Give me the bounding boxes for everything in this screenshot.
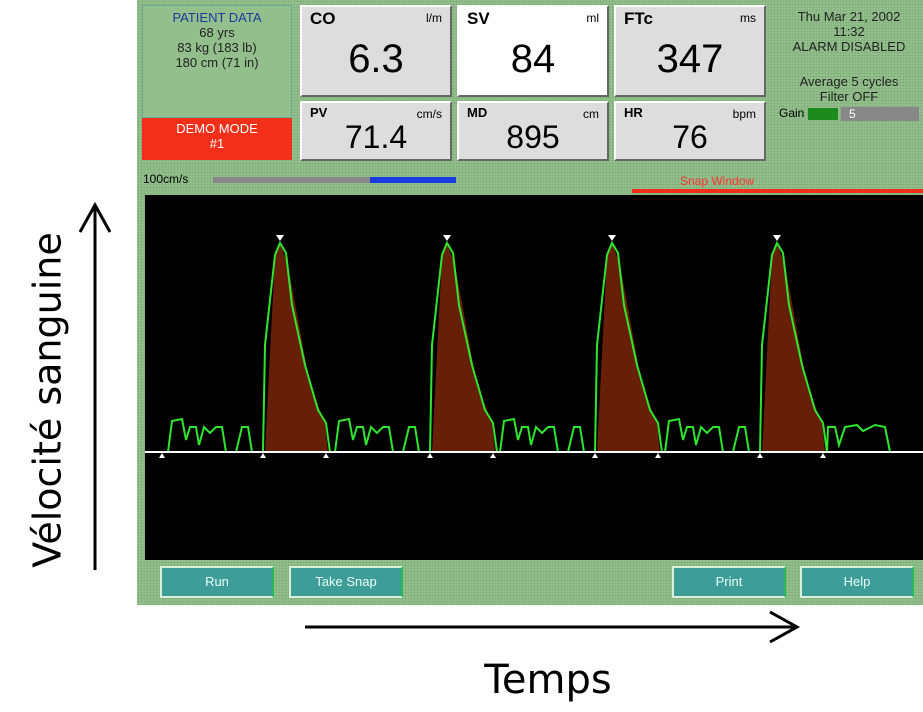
metric-value: 347 — [656, 37, 724, 81]
x-annotation: Temps — [483, 657, 611, 703]
patient-line: 83 kg (183 lb) — [177, 40, 257, 55]
button[interactable]: Print — [672, 566, 786, 598]
metric-value: 71.4 — [344, 119, 408, 155]
envelope-fill — [597, 243, 660, 452]
button[interactable]: Run — [160, 566, 274, 598]
average: Average 5 cycles — [799, 74, 899, 89]
first-marker — [159, 453, 165, 458]
metric-name: PV — [310, 105, 328, 120]
metric-box[interactable]: FTc ms 347 — [614, 5, 766, 97]
metric-unit: cm — [583, 107, 599, 121]
metric-name: HR — [624, 105, 643, 120]
gain-bar — [807, 107, 838, 120]
mode-id: #1 — [209, 136, 225, 151]
metric-box[interactable]: MD cm 895 — [457, 101, 609, 161]
x-arrow-head — [769, 610, 801, 644]
envelope-fill — [265, 243, 328, 452]
metric-unit: cm/s — [416, 107, 442, 121]
metric-name: SV — [467, 9, 490, 28]
filter: Filter OFF — [819, 89, 879, 104]
start-marker — [427, 453, 433, 458]
metric-box[interactable]: PV cm/s 71.4 — [300, 101, 452, 161]
start-marker — [260, 453, 266, 458]
peak-marker — [773, 235, 781, 241]
end-marker — [820, 453, 826, 458]
metric-name: FTc — [624, 9, 653, 28]
date: Thu Mar 21, 2002 — [797, 9, 901, 24]
peak-marker — [443, 235, 451, 241]
alarm: ALARM DISABLED — [792, 39, 906, 54]
gain-value: 5 — [841, 106, 920, 121]
scale-bar-active — [370, 177, 456, 183]
snap-label: Snap Window — [680, 174, 755, 188]
gain: Gain 5 — [779, 106, 923, 121]
metric-value: 76 — [672, 119, 708, 155]
snap-bar — [632, 189, 923, 193]
patient-line: 68 yrs — [199, 25, 235, 40]
patient-panel: PATIENT DATA 68 yrs 83 kg (183 lb) 180 c… — [142, 5, 292, 118]
metric-unit: ms — [740, 11, 756, 25]
patient-line: 180 cm (71 in) — [175, 55, 259, 70]
metric-value: 6.3 — [348, 37, 404, 81]
status-panel: Thu Mar 21, 2002 11:32 ALARM DISABLED Av… — [775, 5, 923, 165]
scale-bar — [213, 177, 370, 183]
metric-value: 895 — [506, 119, 560, 155]
start-marker — [757, 453, 763, 458]
mode-label: DEMO MODE — [176, 121, 258, 136]
metric-box[interactable]: CO l/m 6.3 — [300, 5, 452, 97]
metric-name: CO — [310, 9, 336, 28]
start-marker — [592, 453, 598, 458]
button[interactable]: Help — [800, 566, 914, 598]
metric-box[interactable]: SV ml 84 — [457, 5, 609, 97]
scale-label: 100cm/s — [143, 172, 189, 186]
end-marker — [490, 453, 496, 458]
demo-mode[interactable]: DEMO MODE #1 — [142, 118, 292, 160]
waveform — [145, 235, 923, 458]
patient-title: PATIENT DATA — [172, 10, 262, 25]
metric-unit: bpm — [732, 107, 756, 121]
end-marker — [323, 453, 329, 458]
y-annotation: Vélocité sanguine — [26, 232, 70, 567]
peak-marker — [608, 235, 616, 241]
gain-label: Gain — [779, 106, 805, 120]
metric-box[interactable]: HR bpm 76 — [614, 101, 766, 161]
envelope-fill — [432, 243, 495, 452]
metric-name: MD — [467, 105, 488, 120]
end-marker — [655, 453, 661, 458]
envelope-fill — [762, 243, 825, 452]
metric-value: 84 — [510, 37, 556, 81]
time: 11:32 — [833, 24, 865, 39]
y-arrow-head — [78, 201, 112, 233]
peak-marker — [276, 235, 284, 241]
doppler-display — [145, 195, 923, 560]
metric-unit: l/m — [426, 11, 442, 25]
metric-unit: ml — [586, 11, 599, 25]
button[interactable]: Take Snap — [289, 566, 403, 598]
